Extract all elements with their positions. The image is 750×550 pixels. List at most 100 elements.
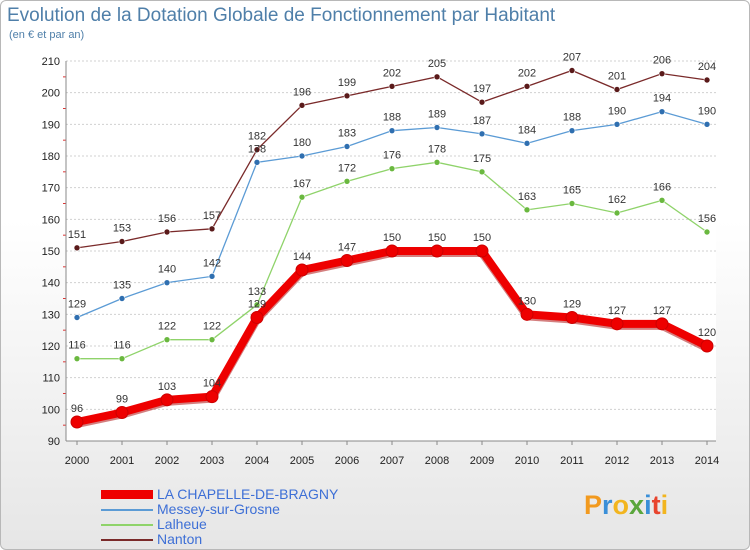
- data-label: 122: [203, 321, 221, 333]
- data-label: 127: [608, 305, 626, 317]
- data-label: 156: [158, 213, 176, 225]
- y-tick-label: 90: [48, 436, 60, 448]
- data-point: [478, 168, 486, 176]
- y-tick-label: 150: [42, 246, 60, 258]
- data-point: [73, 314, 81, 321]
- data-label: 130: [518, 295, 536, 307]
- data-label: 122: [158, 321, 176, 333]
- data-label: 157: [203, 210, 221, 222]
- data-label: 207: [563, 52, 581, 64]
- data-point: [298, 152, 306, 160]
- data-label: 178: [428, 143, 446, 155]
- y-tick-label: 120: [42, 341, 60, 353]
- data-point: [298, 102, 306, 109]
- data-point: [568, 200, 576, 207]
- x-tick-label: 2007: [380, 455, 404, 467]
- data-point: [565, 311, 579, 324]
- x-tick-label: 2008: [425, 455, 449, 467]
- data-point: [208, 225, 216, 233]
- y-tick-label: 130: [42, 309, 60, 321]
- data-point: [658, 70, 666, 77]
- data-label: 156: [698, 213, 716, 225]
- data-point: [658, 197, 666, 204]
- data-label: 197: [473, 83, 491, 95]
- data-label: 162: [608, 194, 626, 206]
- data-point: [340, 254, 354, 267]
- data-point: [478, 130, 486, 138]
- data-label: 190: [608, 105, 626, 117]
- x-tick-label: 2006: [335, 455, 359, 467]
- x-tick-label: 2014: [695, 455, 719, 467]
- logo-letter: o: [612, 490, 630, 520]
- x-tick-label: 2005: [290, 455, 314, 467]
- data-point: [700, 339, 714, 353]
- data-label: 201: [608, 71, 626, 83]
- data-label: 150: [383, 232, 401, 244]
- data-label: 104: [203, 378, 221, 390]
- chart-subtitle: (en € et par an): [9, 29, 85, 41]
- data-label: 202: [383, 67, 401, 79]
- data-point: [385, 244, 399, 258]
- legend-label: LA CHAPELLE-DE-BRAGNY: [157, 486, 339, 502]
- data-label: 167: [293, 178, 311, 190]
- data-label: 99: [116, 394, 128, 406]
- data-point: [475, 244, 489, 258]
- data-label: 129: [68, 299, 86, 311]
- data-point: [163, 228, 171, 236]
- data-label: 150: [473, 232, 491, 244]
- data-point: [208, 273, 216, 280]
- data-label: 188: [563, 112, 581, 124]
- data-label: 163: [518, 191, 536, 203]
- legend-swatch: [101, 490, 153, 499]
- data-label: 116: [68, 340, 86, 352]
- data-label: 151: [68, 229, 86, 241]
- data-point: [433, 124, 441, 131]
- data-point: [118, 295, 126, 302]
- data-label: 135: [113, 280, 131, 292]
- x-tick-label: 2010: [515, 455, 539, 467]
- x-tick-label: 2002: [155, 455, 179, 467]
- data-point: [388, 127, 396, 134]
- legend-label: Nanton: [157, 531, 203, 547]
- legend-item: LA CHAPELLE-DE-BRAGNY: [101, 487, 401, 502]
- data-point: [658, 108, 666, 115]
- data-label: 184: [518, 124, 536, 136]
- x-tick-label: 2009: [470, 455, 494, 467]
- x-tick-label: 2000: [65, 455, 89, 467]
- data-label: 172: [338, 162, 356, 174]
- data-label: 140: [158, 264, 176, 276]
- data-label: 176: [383, 150, 401, 162]
- logo-letter: i: [660, 490, 669, 520]
- data-point: [118, 238, 126, 245]
- y-tick-label: 110: [42, 373, 60, 385]
- logo-letter: r: [602, 490, 613, 520]
- logo-letter: x: [629, 490, 645, 520]
- data-label: 96: [71, 403, 83, 415]
- data-label: 199: [338, 77, 356, 89]
- data-label: 129: [248, 299, 266, 311]
- data-point: [520, 307, 534, 321]
- y-tick-label: 140: [42, 278, 60, 290]
- data-point: [343, 178, 351, 185]
- data-label: 120: [698, 327, 716, 339]
- data-label: 116: [113, 340, 131, 352]
- data-label: 129: [563, 299, 581, 311]
- y-tick-label: 170: [42, 183, 60, 195]
- data-point: [295, 263, 309, 277]
- data-point: [568, 67, 576, 74]
- data-label: 178: [248, 143, 266, 155]
- data-point: [430, 244, 444, 258]
- logo-letter: i: [644, 490, 652, 520]
- data-point: [610, 317, 624, 331]
- data-label: 190: [698, 105, 716, 117]
- data-label: 127: [653, 305, 671, 317]
- data-point: [613, 209, 621, 217]
- data-point: [205, 390, 219, 404]
- data-point: [208, 336, 216, 343]
- legend-item: Lalheue: [101, 517, 401, 532]
- data-point: [703, 121, 711, 128]
- legend-swatch: [101, 524, 153, 526]
- data-point: [160, 393, 174, 407]
- data-label: 189: [428, 109, 446, 121]
